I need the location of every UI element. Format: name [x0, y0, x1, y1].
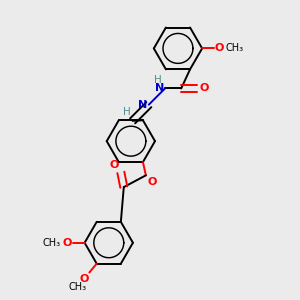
- Text: O: O: [215, 44, 224, 53]
- Text: CH₃: CH₃: [69, 282, 87, 292]
- Text: O: O: [148, 177, 157, 187]
- Text: CH₃: CH₃: [225, 44, 243, 53]
- Text: O: O: [79, 274, 88, 284]
- Text: N: N: [138, 100, 147, 110]
- Text: H: H: [122, 107, 130, 117]
- Text: O: O: [63, 238, 72, 248]
- Text: N: N: [155, 83, 164, 94]
- Text: H: H: [154, 75, 162, 85]
- Text: O: O: [199, 83, 208, 94]
- Text: O: O: [110, 160, 119, 170]
- Text: CH₃: CH₃: [43, 238, 61, 248]
